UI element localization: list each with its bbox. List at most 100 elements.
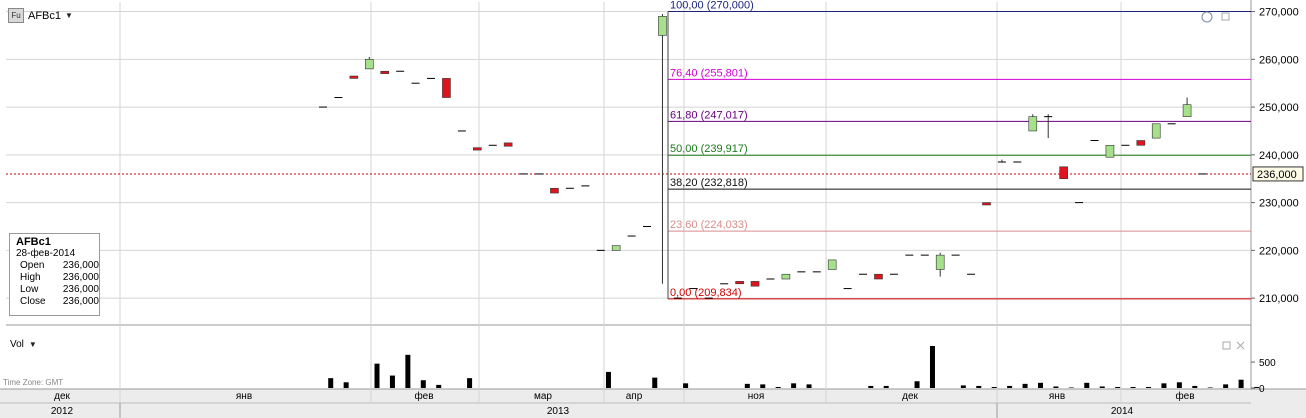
volume-bar [868, 385, 874, 388]
last-price-marker [1252, 166, 1304, 182]
ohlc-symbol: AFBc1 [16, 236, 51, 248]
year-label: 2014 [1111, 406, 1134, 417]
volume-bar [914, 381, 920, 388]
volume-bar [374, 363, 380, 388]
candle-body [935, 254, 945, 270]
volume-bar [389, 375, 395, 388]
ohlc-row-high: High 236,000 [20, 272, 99, 283]
candle-body [349, 75, 359, 79]
volume-bar [683, 383, 689, 388]
month-label: фев [1175, 390, 1194, 402]
volume-bar [1037, 382, 1043, 388]
price-tick-label: 260,000 [1259, 54, 1299, 66]
volume-bar [1146, 386, 1152, 388]
volume-bar [436, 384, 442, 388]
volume-tick-label: 0 [1259, 384, 1265, 395]
ohlc-row-close: Close 236,000 [20, 296, 99, 307]
volume-bar [1192, 385, 1198, 388]
volume-tick-label: 500 [1259, 358, 1276, 369]
price-tick-label: 230,000 [1259, 198, 1299, 210]
volume-selector[interactable]: Vol ▼ [10, 339, 37, 350]
symbol-selector[interactable]: Fu AFBc1 ▼ [8, 8, 73, 23]
candle-body [442, 78, 451, 98]
volume-bar [467, 378, 473, 388]
ohlc-row-low: Low 236,000 [20, 284, 99, 295]
volume-bar [960, 385, 966, 388]
month-label: фев [414, 390, 433, 402]
candle-body [750, 281, 760, 287]
candle-body [472, 147, 482, 151]
candle-body [1105, 144, 1115, 158]
chart-axes: 210,000 220,000 230,000 240,000 250,000 260,0… [51, 7, 1304, 417]
volume-bar [929, 346, 935, 388]
price-candles [319, 13, 1207, 299]
volume-bar [1022, 383, 1028, 388]
candle-body [1136, 140, 1146, 146]
restore-icon [1221, 12, 1230, 21]
candle-body [1028, 116, 1038, 132]
candle-body [364, 59, 374, 70]
price-tick-label: 240,000 [1259, 150, 1299, 162]
price-tick-label: 210,000 [1259, 293, 1299, 305]
price-tick-label: 250,000 [1259, 102, 1299, 114]
candle-body [982, 202, 991, 206]
volume-bar [1099, 386, 1105, 388]
candle-body [611, 245, 621, 251]
volume-bar [1130, 386, 1136, 388]
volume-label: Vol [10, 339, 24, 350]
chevron-down-icon: ▼ [28, 340, 37, 349]
year-label: 2013 [547, 406, 570, 417]
fib-level-label: 0,00 (209,834) [670, 287, 742, 299]
fib-level-label: 100,00 (270,000) [670, 0, 754, 12]
volume-bar [1053, 386, 1059, 388]
volume-bar [420, 380, 426, 388]
clock-icon [1201, 11, 1213, 23]
month-label: дек [902, 391, 918, 402]
volume-bar [1068, 387, 1074, 388]
price-tick-label: 220,000 [1259, 245, 1299, 257]
month-label: мар [534, 391, 552, 402]
volume-bar [1254, 386, 1260, 388]
volume-bar [760, 384, 766, 388]
symbol-label: AFBc1 [28, 9, 62, 22]
candle-body [735, 281, 744, 285]
volume-bar [1161, 383, 1167, 388]
candle-body [827, 259, 837, 270]
fib-level-label: 61,80 (247,017) [670, 109, 748, 121]
month-label: апр [626, 391, 643, 402]
restore-icon [1222, 341, 1231, 350]
volume-bar [1207, 387, 1213, 388]
fu-badge: Fu [8, 8, 24, 23]
candle-body [1182, 104, 1192, 117]
volume-bar [328, 378, 334, 388]
volume-bar [883, 385, 889, 388]
fib-level-label: 76,40 (255,801) [670, 67, 748, 79]
candle-body [503, 142, 513, 147]
volume-bar [976, 385, 982, 388]
volume-bar [343, 382, 349, 388]
volume-bars [328, 346, 1260, 388]
volume-bar [405, 354, 411, 388]
volume-bar [652, 377, 658, 388]
volume-bar [744, 383, 750, 388]
candle-body [781, 273, 791, 280]
volume-bar [1084, 382, 1090, 388]
fib-level-label: 38,20 (232,818) [670, 177, 748, 189]
volume-bar [1223, 384, 1229, 388]
chevron-down-icon: ▼ [65, 11, 73, 20]
volume-bar [775, 386, 781, 388]
volume-bar [1007, 385, 1013, 388]
volume-bar [1238, 379, 1244, 388]
candle-body [380, 70, 390, 74]
month-label: янв [1049, 391, 1065, 402]
ohlc-tooltip: AFBc1 28-фев-2014 Open 236,000 High 236,00… [9, 233, 100, 316]
ohlc-row-open: Open 236,000 [20, 260, 99, 271]
year-label: 2012 [51, 406, 74, 417]
fib-level-label: 23,60 (224,033) [670, 219, 748, 231]
fib-level-label: 50,00 (239,917) [670, 143, 748, 155]
ohlc-date: 28-фев-2014 [16, 248, 76, 259]
candle-body [1151, 123, 1161, 139]
volume-bar [605, 371, 611, 388]
